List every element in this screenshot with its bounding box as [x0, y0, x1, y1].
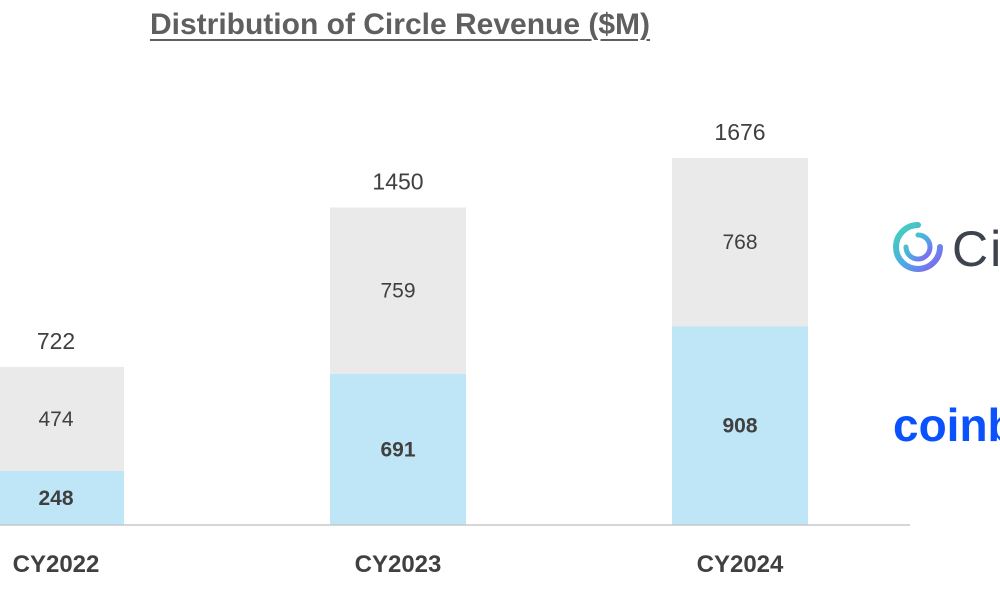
- circle-logo-text: Ci: [952, 221, 1000, 277]
- data-label: 248: [38, 487, 73, 510]
- data-label: 768: [722, 231, 757, 254]
- bar-segment-2-cy2023: [330, 207, 466, 374]
- bar-segment-1-cy2022: [0, 470, 124, 525]
- category-label: CY2024: [697, 551, 784, 578]
- chart-title: Distribution of Circle Revenue ($M): [149, 8, 651, 41]
- data-label: 474: [38, 408, 73, 431]
- bar-segment-2-cy2022: [0, 366, 124, 471]
- total-label: 1676: [714, 119, 765, 145]
- total-label: 1450: [372, 168, 423, 194]
- bar-segment-1-cy2023: [330, 373, 466, 525]
- category-label: CY2023: [355, 551, 442, 578]
- category-label: CY2022: [13, 551, 100, 578]
- bar-segment-2-cy2024: [672, 158, 808, 327]
- circle-logo-icon: [890, 219, 946, 280]
- data-label: 908: [722, 415, 757, 438]
- bar-segment-1-cy2024: [672, 326, 808, 525]
- data-label: 759: [380, 280, 415, 303]
- coinbase-logo-text: coinb: [893, 399, 1000, 451]
- data-label: 691: [380, 438, 415, 461]
- total-label: 722: [37, 328, 75, 354]
